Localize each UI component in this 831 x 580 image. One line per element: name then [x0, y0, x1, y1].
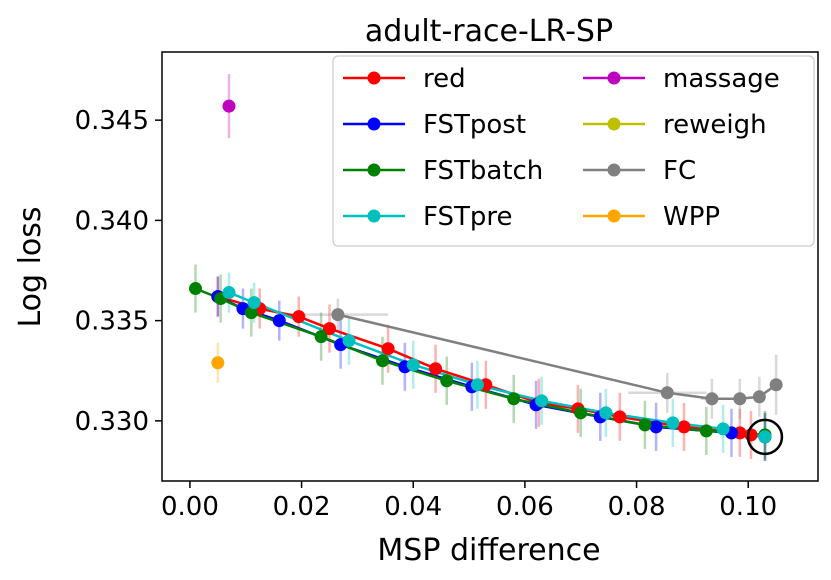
legend-marker-fstbatch	[367, 163, 381, 177]
legend-label-red: red	[423, 64, 466, 94]
fstbatch-point-7	[574, 406, 588, 420]
legend-label-reweigh: reweigh	[663, 110, 767, 140]
axes-layer: 0.00 0.02 0.04 0.06 0.08 0.10 0.330 0.335 0.340 0…	[75, 51, 819, 522]
x-tick-label-4: 0.08	[608, 492, 666, 522]
legend-label-fstpre: FSTpre	[423, 202, 513, 232]
legend-frame	[332, 55, 815, 247]
x-axis-label: MSP difference	[377, 533, 600, 568]
fc-point-2	[705, 392, 719, 406]
fstbatch-line	[195, 287, 766, 437]
legend: red FSTpost FSTbatch FSTpre massage reweigh FC…	[332, 55, 815, 247]
fc-point-0	[331, 308, 345, 322]
red-point-10	[677, 420, 691, 434]
fstbatch-point-0	[188, 282, 202, 296]
y-tick-label-0: 0.330	[75, 407, 149, 437]
y-tick-label-1: 0.335	[75, 307, 149, 337]
markers-layer	[188, 99, 783, 444]
fstbatch-point-5	[440, 374, 454, 388]
legend-marker-fstpost	[367, 117, 381, 131]
fstpre-point-9	[758, 430, 772, 444]
fstpre-point-5	[535, 394, 549, 408]
wpp-point-0	[211, 356, 225, 370]
legend-marker-red	[367, 71, 381, 85]
chart-title: adult-race-LR-SP	[365, 14, 613, 49]
fc-point-1	[660, 386, 674, 400]
fstpre-point-0	[222, 286, 236, 300]
legend-label-fc: FC	[663, 156, 696, 186]
red-point-2	[292, 310, 306, 324]
legend-label-fstbatch: FSTbatch	[423, 156, 543, 186]
fstbatch-point-6	[507, 392, 521, 406]
fstpre-point-3	[406, 358, 420, 372]
fstpost-point-2	[272, 314, 286, 328]
fstpre-point-1	[247, 296, 261, 310]
fstbatch-point-4	[376, 354, 390, 368]
y-axis-label: Log loss	[13, 206, 48, 327]
legend-label-massage: massage	[663, 64, 780, 94]
fstpre-point-2	[342, 334, 356, 348]
red-point-4	[381, 342, 395, 356]
fstbatch-point-2	[244, 306, 258, 320]
legend-marker-wpp	[607, 209, 621, 223]
fstbatch-point-9	[699, 424, 713, 438]
y-tick-label-3: 0.345	[75, 106, 149, 136]
fc-point-5	[769, 378, 783, 392]
x-tick-label-2: 0.04	[384, 492, 442, 522]
x-tick-label-1: 0.02	[273, 492, 331, 522]
highlight-layer	[746, 418, 784, 456]
legend-marker-fstpre	[367, 209, 381, 223]
plot-frame	[161, 51, 819, 482]
red-point-5	[429, 362, 443, 376]
fstpre-point-4	[470, 378, 484, 392]
red-point-9	[613, 410, 627, 424]
x-tick-label-5: 0.10	[719, 492, 777, 522]
fstpost-point-8	[649, 420, 663, 434]
fstbatch-point-8	[638, 418, 652, 432]
x-tick-label-3: 0.06	[496, 492, 554, 522]
legend-marker-reweigh	[607, 117, 621, 131]
fc-point-4	[752, 390, 766, 404]
highlight-ring	[746, 418, 784, 456]
legend-marker-massage	[607, 71, 621, 85]
fstpre-point-6	[599, 406, 613, 420]
red-point-3	[322, 322, 336, 336]
red-point-12	[744, 428, 758, 442]
legend-marker-fc	[607, 163, 621, 177]
fc-point-3	[733, 392, 747, 406]
massage-point-0	[222, 99, 236, 113]
y-tick-label-2: 0.340	[75, 206, 149, 236]
fstbatch-point-3	[314, 330, 328, 344]
legend-label-fstpost: FSTpost	[423, 110, 526, 140]
fstpre-point-7	[666, 416, 680, 430]
x-tick-label-0: 0.00	[161, 492, 219, 522]
fstpre-point-8	[716, 422, 730, 436]
legend-label-wpp: WPP	[663, 202, 720, 232]
